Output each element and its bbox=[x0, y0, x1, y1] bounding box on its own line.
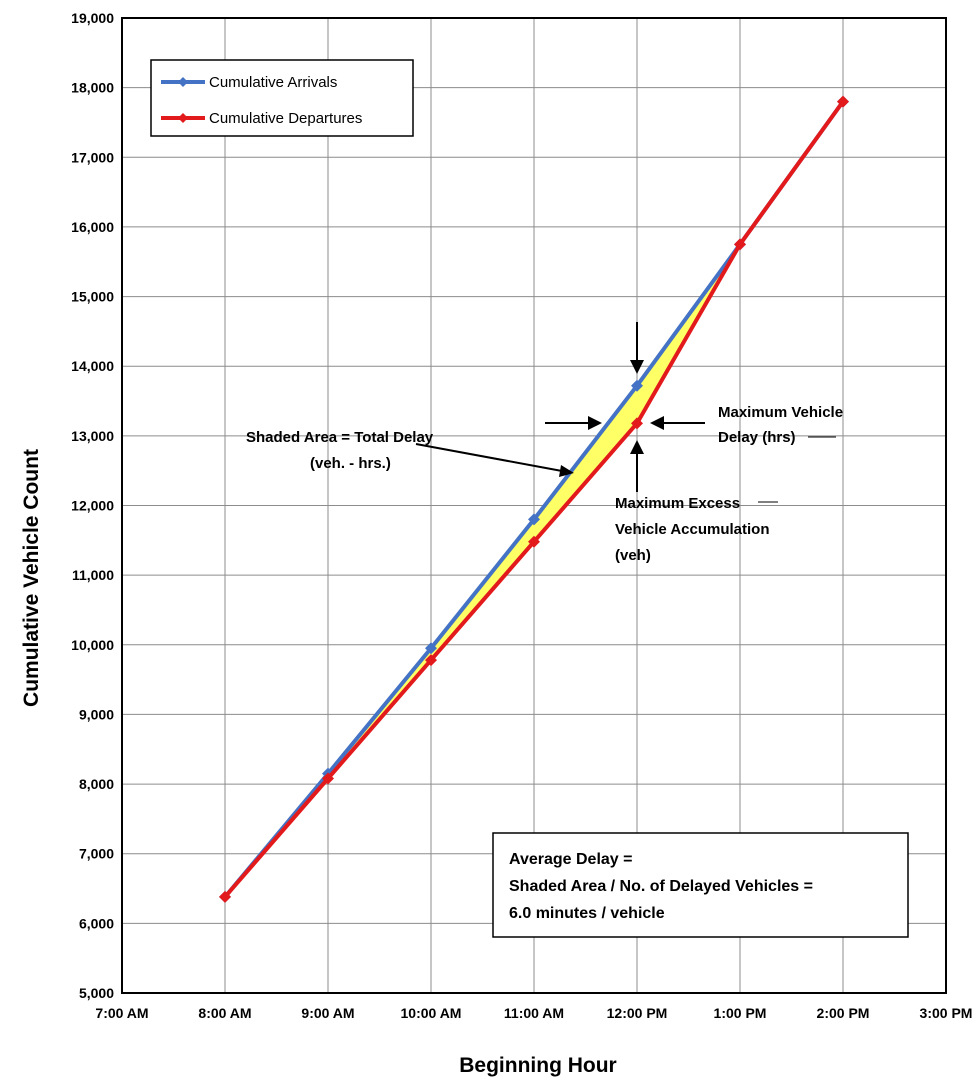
y-tick-label: 7,000 bbox=[79, 846, 114, 862]
cumulative-departures-point bbox=[631, 417, 643, 430]
y-tick-label: 10,000 bbox=[71, 637, 114, 653]
legend-arrivals-marker bbox=[178, 77, 188, 87]
max-excess-label-line3: (veh) bbox=[615, 547, 651, 564]
y-tick-label: 17,000 bbox=[71, 149, 114, 165]
x-tick-label: 3:00 PM bbox=[920, 1005, 973, 1021]
x-tick-label: 12:00 PM bbox=[607, 1005, 668, 1021]
max-delay-label-line2: Delay (hrs) bbox=[718, 429, 796, 446]
y-tick-label: 13,000 bbox=[71, 428, 114, 444]
legend-departures-marker bbox=[178, 113, 188, 123]
cumulative-departures-point bbox=[322, 772, 334, 785]
legend-box bbox=[150, 59, 414, 137]
max-excess-label-line2: Vehicle Accumulation bbox=[615, 521, 770, 538]
shaded-area-pointer-head bbox=[559, 465, 574, 477]
cumulative-departures-point bbox=[425, 654, 437, 667]
average-delay-line2: Shaded Area / No. of Delayed Vehicles = bbox=[509, 878, 813, 895]
max-delay-arrow-right-head bbox=[650, 416, 664, 430]
y-tick-label: 6,000 bbox=[79, 915, 114, 931]
average-delay-line3: 6.0 minutes / vehicle bbox=[509, 905, 665, 922]
x-tick-label: 11:00 AM bbox=[504, 1005, 564, 1021]
annotation-arrows bbox=[415, 322, 836, 503]
y-tick-label: 18,000 bbox=[71, 80, 114, 96]
x-tick-label: 9:00 AM bbox=[301, 1005, 354, 1021]
cumulative-departures-point bbox=[219, 890, 231, 903]
tick-labels: 5,000 6,000 7,000 8,000 9,000 10,000 11,000 12,… bbox=[71, 10, 972, 1021]
legend: Cumulative Arrivals Cumulative Departure… bbox=[150, 59, 414, 137]
max-excess-arrow-top-head bbox=[630, 360, 644, 374]
x-tick-label: 7:00 AM bbox=[95, 1005, 148, 1021]
series-lines bbox=[219, 95, 849, 903]
y-tick-label: 12,000 bbox=[71, 498, 114, 514]
cumulative-departures-point bbox=[734, 238, 746, 251]
plot-frame bbox=[121, 17, 947, 994]
y-tick-label: 9,000 bbox=[79, 706, 114, 722]
average-delay-box: Average Delay = Shaded Area / No. of Del… bbox=[492, 832, 909, 938]
cumulative-arrivals-point bbox=[425, 642, 437, 655]
cumulative-departures-point bbox=[528, 535, 540, 548]
shaded-area-pointer-line bbox=[415, 443, 563, 472]
shaded-area-label-line2: (veh. - hrs.) bbox=[310, 455, 391, 472]
legend-arrivals-label: Cumulative Arrivals bbox=[209, 74, 337, 91]
x-tick-label: 1:00 PM bbox=[714, 1005, 767, 1021]
y-tick-label: 14,000 bbox=[71, 358, 114, 374]
y-tick-label: 8,000 bbox=[79, 776, 114, 792]
x-tick-label: 10:00 AM bbox=[401, 1005, 462, 1021]
y-tick-label: 15,000 bbox=[71, 289, 114, 305]
cumulative-arrivals-point bbox=[631, 379, 643, 392]
y-tick-label: 19,000 bbox=[71, 10, 114, 26]
legend-departures-label: Cumulative Departures bbox=[209, 110, 362, 127]
x-axis-title: Beginning Hour bbox=[459, 1054, 616, 1077]
grid-lines bbox=[121, 17, 947, 994]
max-delay-label-line1: Maximum Vehicle bbox=[718, 404, 843, 421]
shaded-area-label-line1: Shaded Area = Total Delay bbox=[246, 429, 434, 446]
cumulative-departures-point bbox=[837, 95, 849, 108]
average-delay-line1: Average Delay = bbox=[509, 851, 632, 868]
y-tick-label: 11,000 bbox=[72, 567, 114, 583]
x-tick-label: 8:00 AM bbox=[198, 1005, 251, 1021]
y-tick-label: 5,000 bbox=[79, 985, 114, 1001]
y-axis-title: Cumulative Vehicle Count bbox=[20, 449, 43, 707]
max-excess-label-line1: Maximum Excess bbox=[615, 495, 740, 512]
average-delay-box-frame bbox=[492, 832, 909, 938]
x-tick-label: 2:00 PM bbox=[817, 1005, 870, 1021]
cumulative-arrivals-point bbox=[528, 513, 540, 526]
y-tick-label: 16,000 bbox=[71, 219, 114, 235]
max-excess-arrow-bottom-head bbox=[630, 440, 644, 454]
max-delay-arrow-left-head bbox=[588, 416, 602, 430]
